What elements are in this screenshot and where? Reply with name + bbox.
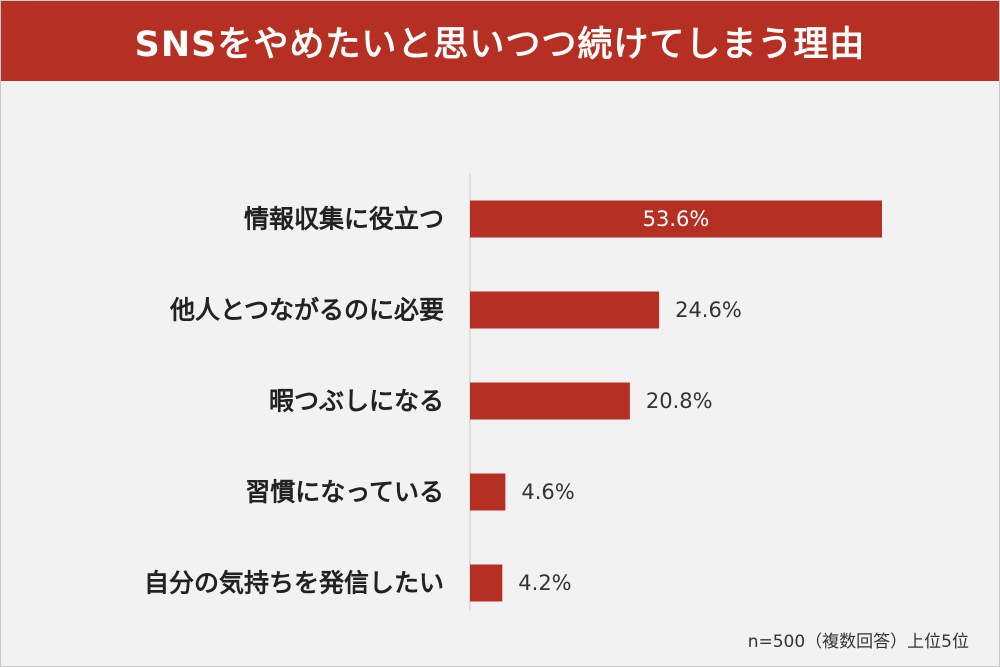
bar <box>470 564 503 602</box>
chart-title: SNSをやめたいと思いつつ続けてしまう理由 <box>1 1 999 81</box>
category-label: 他人とつながるのに必要 <box>169 296 444 325</box>
sample-size-note: n=500（複数回答）上位5位 <box>747 632 969 652</box>
category-label: 習慣になっている <box>245 478 444 507</box>
bar <box>470 382 630 420</box>
value-label: 4.2% <box>518 571 571 595</box>
bar <box>470 473 506 511</box>
value-label: 53.6% <box>643 207 710 231</box>
value-label: 20.8% <box>646 389 713 413</box>
bar <box>470 291 660 329</box>
category-label: 情報収集に役立つ <box>244 205 444 234</box>
bar <box>470 200 882 238</box>
category-label: 暇つぶしになる <box>269 387 444 416</box>
value-label: 4.6% <box>521 480 574 504</box>
value-label: 24.6% <box>675 298 742 322</box>
category-label: 自分の気持ちを発信したい <box>144 569 444 598</box>
